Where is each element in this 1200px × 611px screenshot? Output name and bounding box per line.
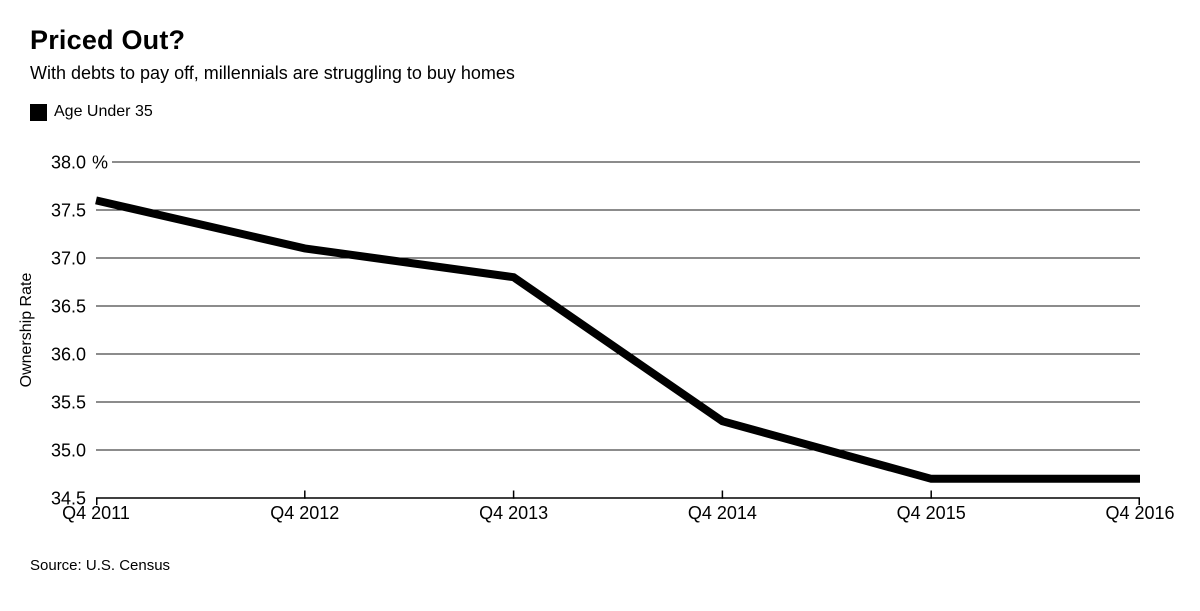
x-tick-label: Q4 2013 bbox=[479, 503, 548, 523]
x-tick-label: Q4 2011 bbox=[62, 503, 130, 523]
y-tick-label: 36.0 bbox=[51, 345, 86, 365]
x-tick-label: Q4 2016 bbox=[1105, 503, 1174, 523]
y-tick-label: 35.0 bbox=[51, 441, 86, 461]
y-tick-label: 38.0 bbox=[51, 153, 86, 173]
x-tick-label: Q4 2015 bbox=[897, 503, 966, 523]
chart-subtitle: With debts to pay off, millennials are s… bbox=[30, 63, 515, 83]
x-tick-label: Q4 2014 bbox=[688, 503, 757, 523]
legend-swatch bbox=[30, 103, 47, 121]
data-line-age-under-35 bbox=[95, 196, 1140, 483]
chart-title: Priced Out? bbox=[30, 25, 186, 55]
x-tick-label: Q4 2012 bbox=[270, 503, 339, 523]
y-axis-unit-label: % bbox=[92, 153, 108, 173]
y-tick-label: 34.5 bbox=[51, 489, 86, 509]
y-tick-label: 36.5 bbox=[51, 297, 86, 317]
source-note: Source: U.S. Census bbox=[30, 557, 171, 574]
y-tick-label: 37.0 bbox=[51, 249, 86, 269]
legend-label: Age Under 35 bbox=[54, 103, 153, 120]
legend: Age Under 35 bbox=[30, 103, 153, 121]
y-tick-label: 35.5 bbox=[51, 393, 86, 413]
y-tick-label: 37.5 bbox=[51, 201, 86, 221]
